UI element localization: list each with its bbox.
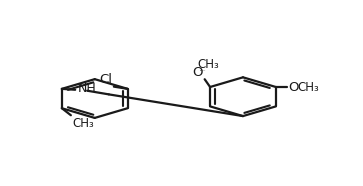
Text: CH₃: CH₃ [298,81,319,94]
Text: NH: NH [78,82,97,95]
Text: O: O [192,65,203,78]
Text: CH₃: CH₃ [197,58,219,71]
Text: O: O [288,81,299,94]
Text: methoxy: methoxy [200,70,206,71]
Text: Cl: Cl [99,73,112,86]
Text: CH₃: CH₃ [72,117,94,130]
